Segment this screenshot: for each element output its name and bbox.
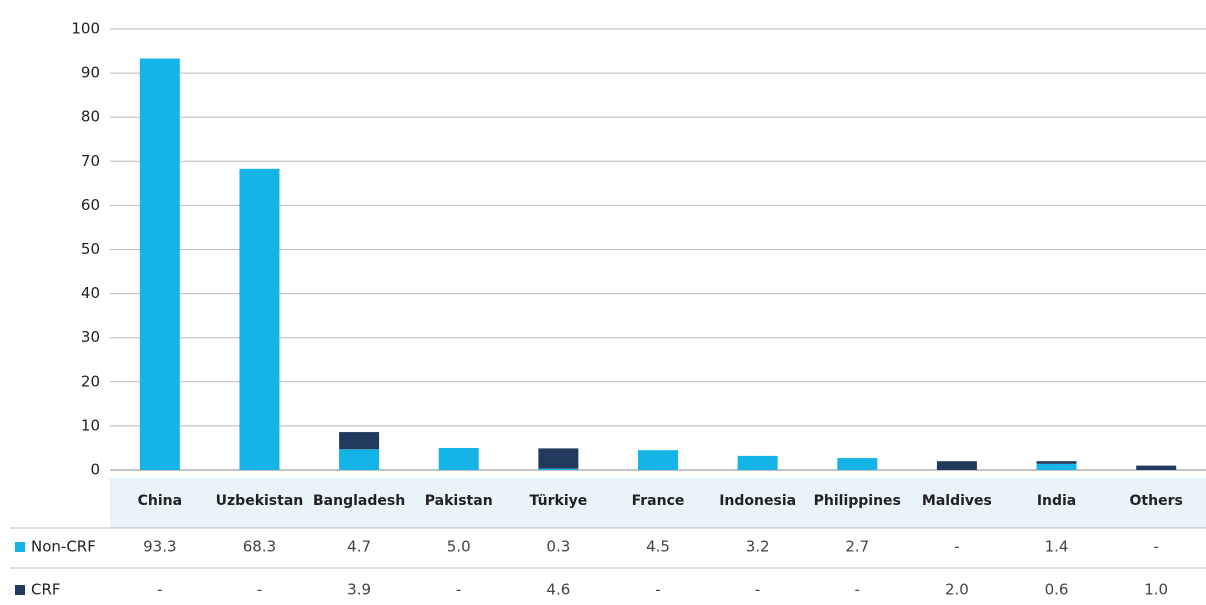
x-tick-label: Maldives [922, 493, 992, 509]
bar [538, 448, 579, 469]
x-tick-label: China [138, 493, 182, 509]
bar [438, 447, 479, 470]
table-cell: - [755, 581, 760, 599]
x-tick-label: India [1037, 493, 1076, 509]
y-tick-label: 100 [71, 20, 100, 38]
x-tick-label: Philippines [814, 493, 901, 509]
y-tick-label: 10 [81, 416, 100, 434]
category-band [110, 478, 1206, 528]
bar [638, 450, 678, 470]
y-tick-label: 70 [81, 152, 100, 170]
table-cell: 93.3 [143, 538, 176, 556]
y-tick-label: 60 [81, 196, 100, 214]
bar [1136, 465, 1177, 470]
bar [139, 58, 180, 471]
table-cell: - [456, 581, 461, 599]
x-tick-label: Others [1130, 493, 1183, 509]
table-cell: 1.4 [1045, 538, 1069, 556]
table-cell: 0.3 [546, 538, 570, 556]
bar [737, 455, 778, 470]
table-cell: 4.7 [347, 538, 371, 556]
bar [538, 468, 579, 470]
table-cell: 3.9 [347, 581, 371, 599]
y-tick-label: 90 [81, 64, 100, 82]
table-cell: - [1153, 538, 1158, 556]
bar [1036, 461, 1077, 464]
table-cell: 2.7 [845, 538, 869, 556]
table-cell: - [954, 538, 959, 556]
table-cell: 3.2 [746, 538, 770, 556]
y-tick-label: 0 [90, 461, 100, 479]
table-cell: - [655, 581, 660, 599]
y-tick-label: 20 [81, 372, 100, 390]
legend-label: CRF [31, 581, 61, 599]
table-cell: 0.6 [1045, 581, 1069, 599]
x-tick-label: Pakistan [425, 493, 493, 509]
bar [339, 449, 380, 470]
table-cell: - [855, 581, 860, 599]
bar [1036, 463, 1077, 470]
bar [239, 168, 280, 470]
x-tick-label: Türkiye [529, 493, 587, 509]
table-cell: - [157, 581, 162, 599]
y-tick-label: 50 [81, 240, 100, 258]
y-tick-label: 80 [81, 108, 100, 126]
bar [936, 461, 977, 470]
x-tick-label: France [632, 493, 685, 509]
table-cell: 1.0 [1144, 581, 1168, 599]
legend-swatch [15, 542, 25, 552]
table-cell: 4.5 [646, 538, 670, 556]
table-cell: 2.0 [945, 581, 969, 599]
x-tick-label: Indonesia [719, 493, 796, 509]
y-tick-label: 30 [81, 328, 100, 346]
legend-label: Non-CRF [31, 538, 96, 556]
x-tick-label: Bangladesh [313, 493, 405, 509]
table-cell: 4.6 [546, 581, 570, 599]
y-tick-label: 40 [81, 284, 100, 302]
legend-swatch [15, 585, 25, 595]
table-cell: 5.0 [447, 538, 471, 556]
bar [837, 458, 878, 470]
x-tick-label: Uzbekistan [216, 493, 304, 509]
bar [339, 432, 380, 450]
table-cell: 68.3 [243, 538, 276, 556]
table-cell: - [257, 581, 262, 599]
